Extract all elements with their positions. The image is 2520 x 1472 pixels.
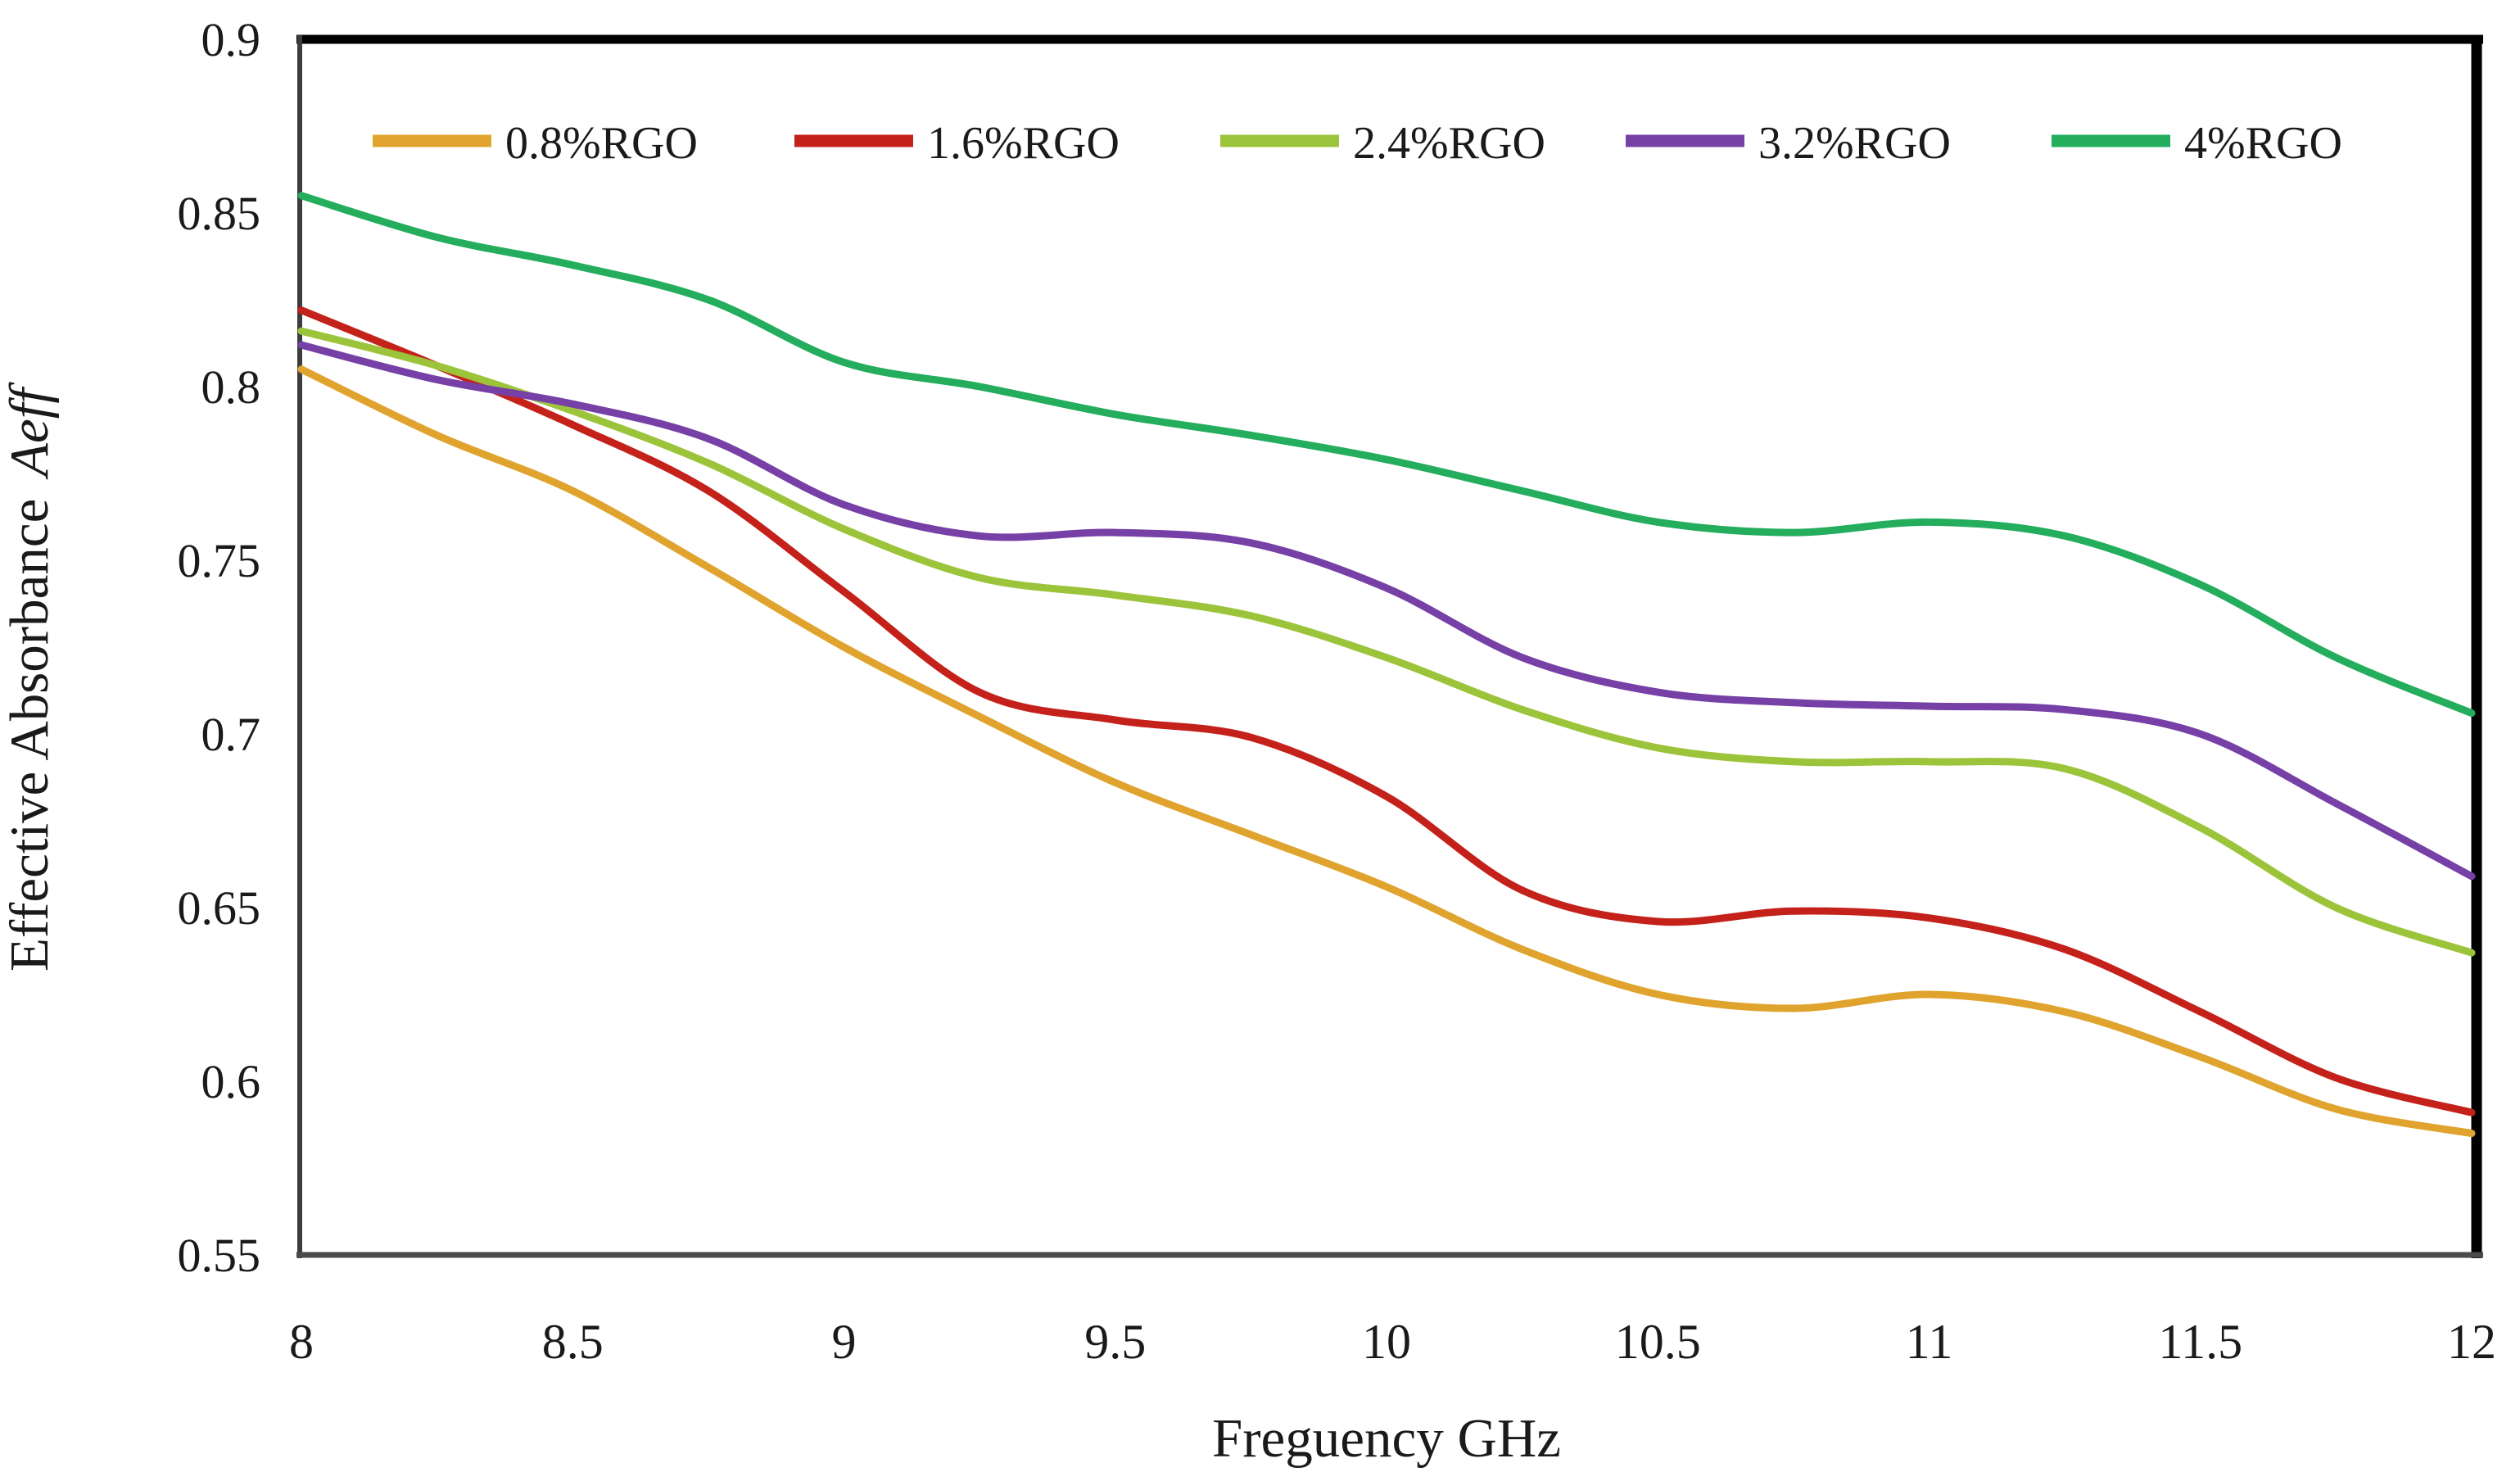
x-tick-label: 9.5 bbox=[1084, 1315, 1146, 1369]
legend-item-2.4%RGO: 2.4%RGO bbox=[1220, 118, 1545, 169]
y-axis-tick-labels: 0.9 0.85 0.8 0.75 0.7 0.65 0.6 0.55 bbox=[178, 13, 261, 1282]
y-axis-title-symbol: Aeff bbox=[0, 382, 60, 480]
curve-3.2%RGO bbox=[297, 341, 2476, 881]
x-axis-title: Freguency GHz bbox=[1212, 1408, 1561, 1469]
legend-item-4%RGO: 4%RGO bbox=[2052, 118, 2342, 169]
legend-item-3.2%RGO: 3.2%RGO bbox=[1626, 118, 1951, 169]
legend-item-0.8%RGO: 0.8%RGO bbox=[373, 118, 698, 169]
x-tick-label: 11 bbox=[1906, 1315, 1953, 1369]
y-tick-label: 0.8 bbox=[201, 360, 261, 414]
curve-2.4%RGO bbox=[297, 327, 2476, 957]
y-tick-label: 0.55 bbox=[178, 1229, 261, 1282]
y-tick-label: 0.75 bbox=[178, 534, 261, 587]
x-axis-tick-labels: 8 8.5 9 9.5 10 10.5 11 11.5 12 bbox=[289, 1315, 2496, 1369]
plot-frame bbox=[296, 34, 2483, 1258]
curve-4%RGO bbox=[297, 192, 2476, 718]
y-tick-label: 0.9 bbox=[201, 13, 261, 66]
x-tick-label: 9 bbox=[832, 1315, 857, 1369]
x-tick-label: 12 bbox=[2447, 1315, 2496, 1369]
x-tick-label: 10 bbox=[1362, 1315, 1411, 1369]
legend-label-0.8%RGO: 0.8%RGO bbox=[505, 118, 698, 169]
legend-label-4%RGO: 4%RGO bbox=[2184, 118, 2342, 169]
data-series-curves bbox=[297, 192, 2476, 1138]
y-axis-title-main: Effective Absorbance bbox=[0, 485, 60, 972]
legend-label-2.4%RGO: 2.4%RGO bbox=[1353, 118, 1545, 169]
legend-label-1.6%RGO: 1.6%RGO bbox=[927, 118, 1120, 169]
x-tick-label: 8 bbox=[289, 1315, 314, 1369]
curve-1.6%RGO bbox=[297, 306, 2476, 1116]
chart-legend: 0.8%RGO 1.6%RGO 2.4%RGO 3.2%RGO 4%RGO bbox=[373, 118, 2342, 169]
x-tick-label: 8.5 bbox=[542, 1315, 604, 1369]
y-tick-label: 0.6 bbox=[201, 1055, 261, 1108]
legend-label-3.2%RGO: 3.2%RGO bbox=[1758, 118, 1951, 169]
curve-0.8%RGO bbox=[297, 365, 2476, 1138]
x-tick-label: 10.5 bbox=[1615, 1315, 1701, 1369]
y-axis-title: Effective Absorbance Aeff bbox=[0, 382, 60, 972]
y-tick-label: 0.85 bbox=[178, 187, 261, 240]
x-tick-label: 11.5 bbox=[2158, 1315, 2242, 1369]
y-tick-label: 0.7 bbox=[201, 708, 261, 761]
legend-item-1.6%RGO: 1.6%RGO bbox=[794, 118, 1120, 169]
y-tick-label: 0.65 bbox=[178, 881, 261, 935]
